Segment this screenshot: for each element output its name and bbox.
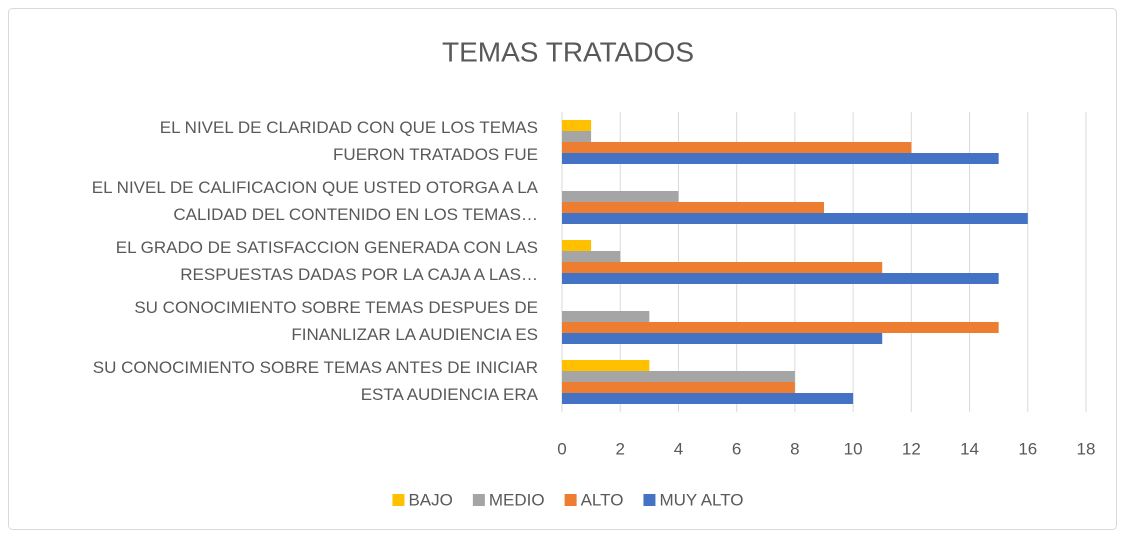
x-tick-label: 8 <box>790 439 799 458</box>
category-label: FUERON TRATADOS FUE <box>333 145 538 164</box>
legend-label: BAJO <box>408 490 452 509</box>
chart-title: TEMAS TRATADOS <box>442 36 694 67</box>
bar <box>562 191 679 202</box>
category-label: SU CONOCIMIENTO SOBRE TEMAS DESPUES DE <box>134 298 538 317</box>
bar <box>562 131 592 142</box>
bar <box>562 333 883 344</box>
legend-swatch <box>472 494 485 506</box>
x-tick-label: 14 <box>960 439 979 458</box>
category-label: ESTA AUDIENCIA ERA <box>361 385 539 404</box>
category-label: EL NIVEL DE CALIFICACION QUE USTED OTORG… <box>92 178 539 197</box>
x-tick-label: 0 <box>557 439 566 458</box>
category-label: FINANLIZAR LA AUDIENCIA ES <box>291 325 538 344</box>
bar <box>562 360 650 371</box>
bar <box>562 371 795 382</box>
bar <box>562 202 824 213</box>
bar <box>562 322 999 333</box>
bar <box>562 240 592 251</box>
bar <box>562 153 999 164</box>
x-tick-label: 10 <box>844 439 863 458</box>
legend: BAJO MEDIO ALTO MUY ALTO <box>392 490 744 509</box>
bar <box>562 142 912 153</box>
bar <box>562 251 621 262</box>
category-label: CALIDAD DEL CONTENIDO EN LOS TEMAS… <box>173 205 538 224</box>
bar <box>562 311 650 322</box>
category-label: EL NIVEL DE CLARIDAD CON QUE LOS TEMAS <box>160 118 538 137</box>
x-tick-label: 18 <box>1077 439 1096 458</box>
category-label: EL GRADO DE SATISFACCION GENERADA CON LA… <box>116 238 538 257</box>
x-tick-label: 4 <box>674 439 683 458</box>
legend-label: MUY ALTO <box>659 490 743 509</box>
category-label: RESPUESTAS DADAS POR LA CAJA A LAS… <box>180 265 538 284</box>
bar <box>562 273 999 284</box>
legend-label: ALTO <box>581 490 624 509</box>
x-tick-label: 12 <box>902 439 921 458</box>
legend-swatch <box>564 494 577 506</box>
bar <box>562 120 592 131</box>
x-tick-label: 16 <box>1018 439 1037 458</box>
x-tick-label: 2 <box>615 439 624 458</box>
bar <box>562 262 883 273</box>
x-tick-label: 6 <box>732 439 741 458</box>
legend-label: MEDIO <box>489 490 545 509</box>
legend-swatch <box>392 494 405 506</box>
category-label: SU CONOCIMIENTO SOBRE TEMAS ANTES DE INI… <box>93 358 538 377</box>
legend-swatch <box>643 494 656 506</box>
bar <box>562 382 795 393</box>
bar <box>562 213 1028 224</box>
bar <box>562 393 854 404</box>
